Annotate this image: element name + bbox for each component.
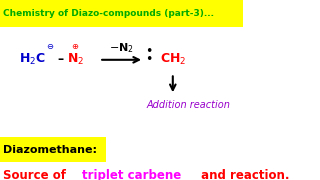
Text: triplet carbene: triplet carbene — [82, 169, 181, 180]
Text: ⊖: ⊖ — [46, 42, 53, 51]
Text: Source of: Source of — [3, 169, 70, 180]
Text: ⊕: ⊕ — [72, 42, 79, 51]
Text: and reaction.: and reaction. — [197, 169, 289, 180]
Text: Chemistry of Diazo-compounds (part-3)...: Chemistry of Diazo-compounds (part-3)... — [3, 9, 214, 18]
Text: Addition reaction: Addition reaction — [147, 100, 231, 110]
Text: •: • — [145, 45, 153, 58]
Text: H$_2$C: H$_2$C — [19, 52, 45, 67]
Text: Diazomethane:: Diazomethane: — [3, 145, 97, 154]
Text: •: • — [145, 53, 153, 66]
Text: $-$N$_2$: $-$N$_2$ — [109, 41, 134, 55]
Text: N$_2$: N$_2$ — [67, 52, 84, 67]
Text: CH$_2$: CH$_2$ — [160, 52, 186, 67]
Text: –: – — [58, 53, 64, 66]
FancyBboxPatch shape — [0, 137, 106, 162]
FancyBboxPatch shape — [0, 0, 243, 27]
